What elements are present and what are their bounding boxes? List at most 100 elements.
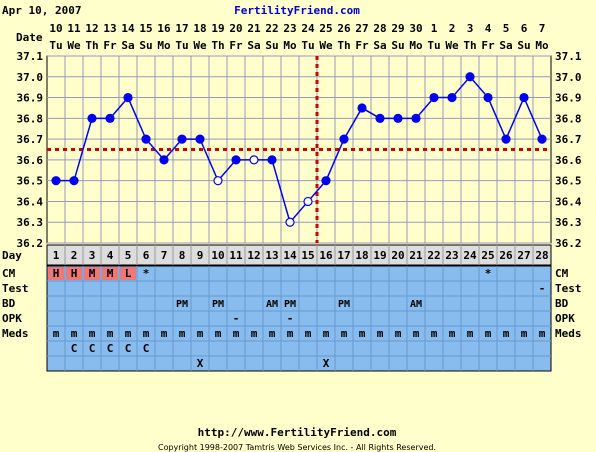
- cycle-day: 20: [391, 249, 404, 262]
- chart-date: Apr 10, 2007: [2, 4, 81, 17]
- meds-cell: m: [53, 327, 60, 340]
- temperature-point: [411, 113, 421, 123]
- cycle-day: 27: [517, 249, 530, 262]
- weekday-label: Sa: [121, 39, 134, 52]
- meds-cell: m: [161, 327, 168, 340]
- y-tick-label-right: 36.6: [555, 154, 582, 167]
- cm-cell: H: [71, 267, 78, 280]
- weekday-label: Su: [265, 39, 278, 52]
- cm-highlight: [66, 267, 82, 280]
- test-cell: -: [539, 282, 546, 295]
- cycle-day: 28: [535, 249, 548, 262]
- cycle-day: 4: [107, 249, 114, 262]
- bd-cell: PM: [176, 299, 188, 310]
- cycle-day: 25: [481, 249, 494, 262]
- cm-cell: L: [125, 267, 132, 280]
- footer-url[interactable]: http://www.FertilityFriend.com: [198, 426, 397, 439]
- cycle-day: 1: [53, 249, 60, 262]
- cycle-day: 5: [125, 249, 132, 262]
- bd-cell: AM: [410, 299, 422, 310]
- weekday-label: Mo: [157, 39, 171, 52]
- weekday-label: We: [319, 39, 333, 52]
- cycle-day: 11: [229, 249, 243, 262]
- weekday-label: Th: [85, 39, 98, 52]
- date-number: 24: [301, 22, 315, 35]
- row-label-right-cm: CM: [555, 267, 569, 280]
- meds-cell: m: [71, 327, 78, 340]
- meds-cell: m: [449, 327, 456, 340]
- meds-cell: m: [125, 327, 132, 340]
- date-number: 21: [247, 22, 261, 35]
- day-row-label: Day: [2, 249, 22, 262]
- meds-cell: m: [143, 327, 150, 340]
- date-number: 12: [85, 22, 98, 35]
- date-number: 5: [503, 22, 510, 35]
- y-tick-label-left: 36.4: [17, 195, 44, 208]
- supplement-cell: C: [125, 342, 132, 355]
- temperature-point: [177, 134, 187, 144]
- y-tick-label-right: 36.5: [555, 175, 582, 188]
- bd-cell: AM: [266, 299, 278, 310]
- temperature-point: [429, 92, 439, 103]
- site-name[interactable]: FertilityFriend.com: [234, 4, 360, 17]
- date-number: 20: [229, 22, 242, 35]
- row-label-opk: OPK: [2, 312, 22, 325]
- weekday-label: Mo: [283, 39, 297, 52]
- y-tick-label-left: 36.8: [17, 112, 44, 125]
- cycle-day: 19: [373, 249, 386, 262]
- cm-highlight: [84, 267, 100, 280]
- temperature-point: [303, 196, 313, 207]
- supplement-cell: C: [71, 342, 78, 355]
- temperature-point: [249, 155, 259, 165]
- temperature-point: [267, 155, 277, 165]
- temperature-line: [56, 75, 543, 224]
- date-number: 7: [539, 22, 546, 35]
- date-number: 2: [449, 22, 456, 35]
- row-label-right-meds: Meds: [555, 327, 582, 340]
- date-number: 1: [431, 22, 438, 35]
- cycle-day: 9: [197, 249, 204, 262]
- weekday-label: Th: [337, 39, 350, 52]
- y-tick-label-right: 36.3: [555, 216, 582, 229]
- meds-cell: m: [521, 327, 528, 340]
- bd-cell: PM: [338, 299, 350, 310]
- row-label-bd: BD: [2, 297, 16, 310]
- cycle-day: 6: [143, 249, 150, 262]
- opk-cell: -: [287, 312, 294, 325]
- weekday-label: Mo: [535, 39, 549, 52]
- temperature-point: [285, 217, 295, 227]
- temperature-point: [483, 92, 493, 103]
- date-row-label: Date: [16, 31, 43, 44]
- supplement-cell: C: [107, 342, 114, 355]
- cycle-day: 10: [211, 249, 224, 262]
- cycle-day: 23: [445, 249, 458, 262]
- cm-cell: M: [89, 267, 96, 280]
- temperature-point: [105, 113, 115, 123]
- weekday-label: Tu: [175, 39, 188, 52]
- meds-cell: m: [467, 327, 474, 340]
- weekday-label: Tu: [301, 39, 314, 52]
- weekday-label: Mo: [409, 39, 423, 52]
- meds-cell: m: [377, 327, 384, 340]
- temperature-point: [123, 92, 133, 103]
- meds-cell: m: [269, 327, 276, 340]
- weekday-label: Su: [517, 39, 530, 52]
- cycle-day: 17: [337, 249, 350, 262]
- temperature-point: [357, 103, 367, 113]
- temperature-point: [447, 92, 457, 103]
- meds-cell: m: [179, 327, 186, 340]
- date-number: 25: [319, 22, 332, 35]
- meds-cell: m: [197, 327, 204, 340]
- meds-cell: m: [233, 327, 240, 340]
- y-tick-label-right: 37.1: [555, 50, 582, 63]
- opk-cell: -: [233, 312, 240, 325]
- weekday-label: Su: [391, 39, 404, 52]
- bd-cell: PM: [284, 299, 296, 310]
- date-number: 30: [409, 22, 422, 35]
- temperature-point: [537, 134, 547, 144]
- date-number: 27: [355, 22, 368, 35]
- date-number: 28: [373, 22, 386, 35]
- weekday-label: Tu: [427, 39, 440, 52]
- date-number: 23: [283, 22, 296, 35]
- date-number: 15: [139, 22, 152, 35]
